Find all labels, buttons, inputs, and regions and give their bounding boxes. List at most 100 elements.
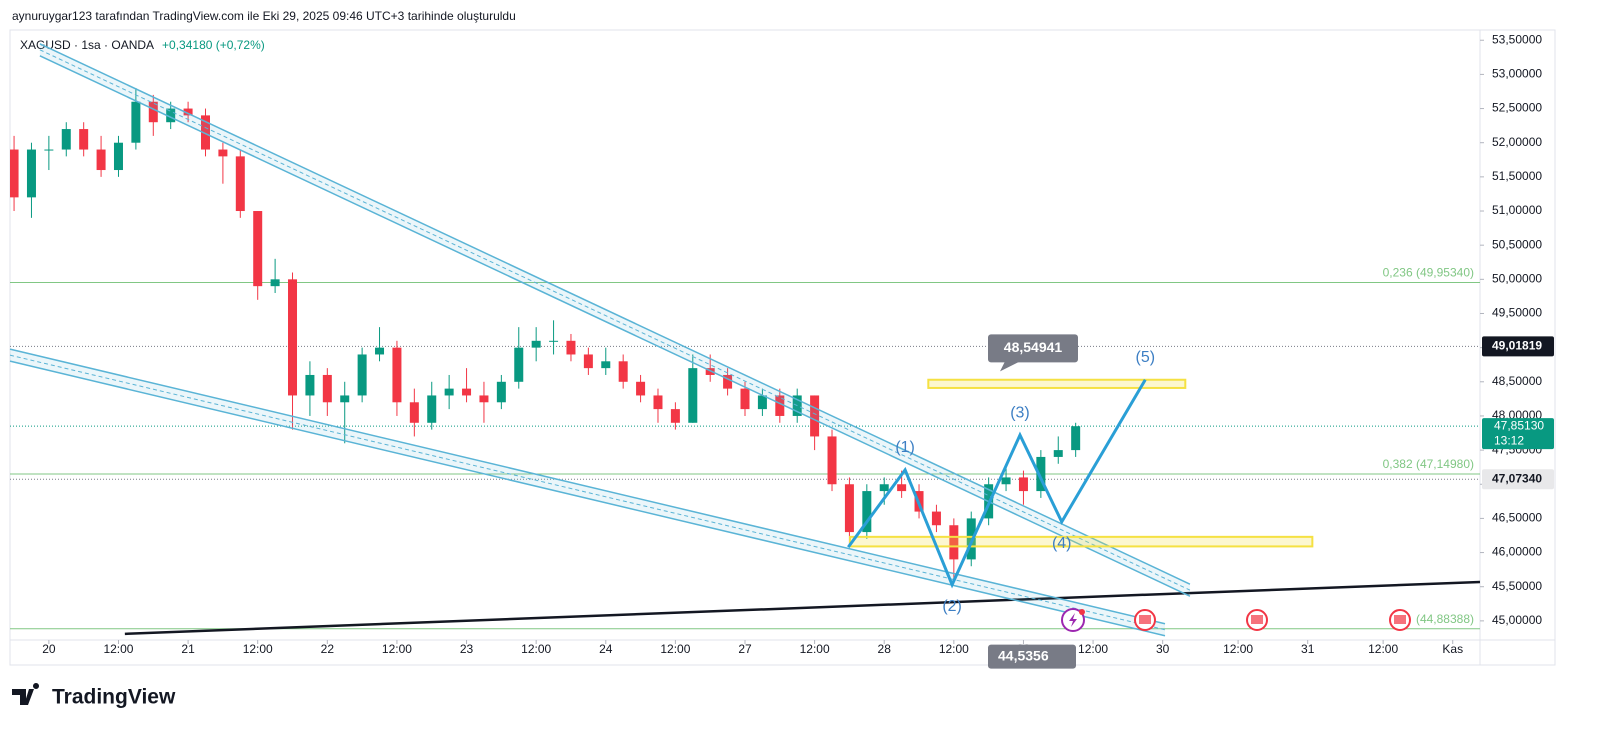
candle-body [688,368,698,423]
price-label-box [1482,336,1554,357]
caption: aynuruygar123 tarafından TradingView.com… [12,9,516,23]
price-label: 47,07340 [1492,471,1542,485]
candle-body [79,129,89,150]
channel-median [39,49,1191,591]
candle-body [723,374,733,389]
candle-body [288,279,298,396]
zone [849,535,1314,548]
candle-body [61,129,71,150]
candle-body [496,381,506,403]
candle-body [357,354,367,396]
candle-body [879,484,889,492]
candle-body [549,340,559,342]
x-tick-label: 31 [1301,642,1315,656]
candle-body [305,374,315,396]
callout: 44,5356 [988,644,1076,669]
callout-label: 44,5356 [998,647,1049,663]
x-tick-label: 12:00 [800,642,830,656]
y-tick-label: 52,50000 [1492,101,1542,115]
candle-body [810,395,820,437]
x-tick-label: 12:00 [243,642,273,656]
price-label: 49,01819 [1492,339,1542,353]
callout-box [988,334,1078,363]
symbol: XAGUSD · 1sa · OANDA [20,38,154,52]
candle-body [340,395,350,403]
candle-body [653,395,663,410]
zone [927,378,1187,389]
candle-body [392,347,402,403]
candle-body [375,347,385,355]
candle-body [601,361,611,369]
x-tick-label: Kas [1442,642,1463,656]
candle-body [931,511,941,526]
candle-body [775,395,785,416]
y-tick-label: 51,00000 [1492,203,1542,217]
chart-frame [9,29,1556,666]
y-tick-label: 50,50000 [1492,237,1542,251]
candle-body [96,149,106,171]
alert-dot [1079,609,1085,615]
wave-label: (5) [1135,349,1155,366]
event-flag [1139,615,1151,624]
candle-body [583,354,593,369]
y-tick-label: 48,50000 [1492,374,1542,388]
fib-label: 0,236 (49,95340) [1383,266,1474,280]
candle-body [10,149,19,198]
candle-body [618,361,628,382]
candle-body [479,395,489,403]
wave-line [847,378,1147,589]
event-flag [1394,615,1406,624]
x-tick-label: 23 [460,642,474,656]
logo-mark [12,683,40,705]
price-label-box [1482,469,1554,490]
y-tick-label: 52,00000 [1492,135,1542,149]
y-tick-label: 45,50000 [1492,579,1542,593]
candle-body [1036,456,1046,492]
countdown: 13:12 [1494,433,1524,447]
channel-fill [39,43,1190,597]
x-tick-label: 12:00 [382,642,412,656]
channel-line [39,55,1191,597]
candle-body [862,491,872,533]
channel-line [9,348,1166,625]
alert-bolt [1069,613,1077,627]
channel-line [39,43,1191,585]
y-tick-label: 49,50000 [1492,306,1542,320]
candle-body [531,340,541,348]
candle-body [200,115,210,150]
candle-body [636,381,646,396]
channel-line [9,360,1166,637]
x-tick-label: 20 [42,642,56,656]
x-tick-label: 12:00 [521,642,551,656]
callout-pointer [1000,361,1020,372]
y-tick-label: 46,50000 [1492,511,1542,525]
y-tick-label: 51,50000 [1492,169,1542,183]
candle-body [670,409,680,423]
support-line [124,580,1480,636]
event-flag [1251,615,1263,624]
channel-fill [10,349,1165,636]
candle-body [844,484,854,533]
candle-body [897,484,907,492]
candle-body [270,279,280,287]
candle-body [183,108,193,116]
callout: 48,54941 [988,334,1078,372]
candle-body [235,156,245,212]
callout-label: 48,54941 [1004,339,1063,355]
x-tick-label: 12:00 [1368,642,1398,656]
logo: TradingView [12,683,176,709]
x-tick-label: 12:00 [1223,642,1253,656]
channel-median [9,354,1166,631]
callout-box [988,644,1076,669]
fib-label: 0,382 (47,14980) [1383,457,1474,471]
candle-body [949,525,959,560]
candle-body [566,340,576,355]
last-price-label: 47,85130 [1494,418,1544,432]
x-tick-label: 22 [321,642,335,656]
candle-body [253,211,263,287]
candle-body [322,374,332,403]
candle-body [757,395,767,410]
logo-text: TradingView [52,686,176,709]
change: +0,34180 (+0,72%) [162,38,265,52]
